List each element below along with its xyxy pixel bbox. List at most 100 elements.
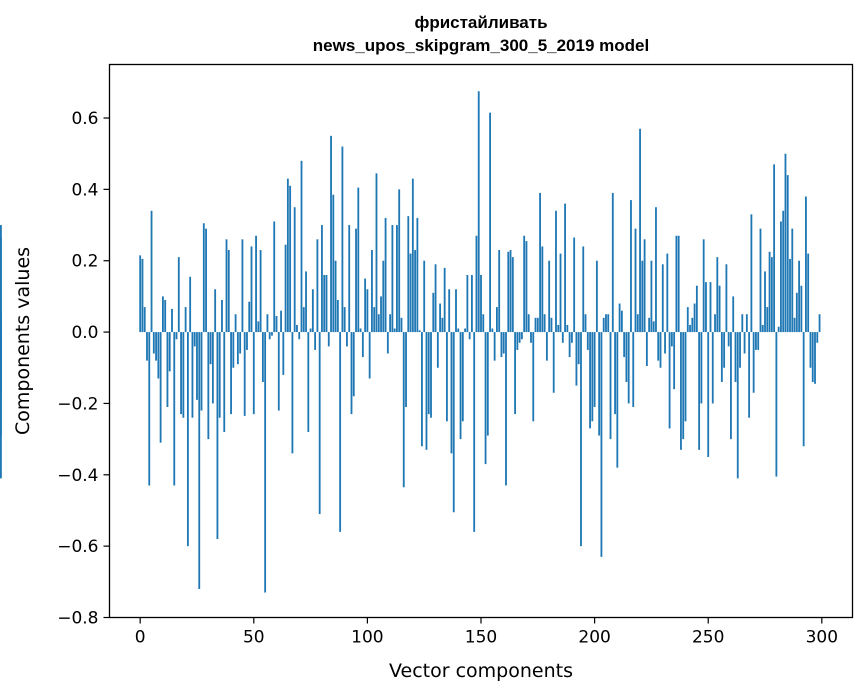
bar-component-127: [427, 332, 430, 415]
bar-component-225: [650, 260, 653, 333]
bar-component-254: [716, 257, 719, 333]
bar-component-203: [600, 332, 603, 557]
bar-component-116: [402, 332, 405, 488]
bar-component-153: [486, 332, 489, 436]
bar-component-82: [325, 275, 328, 333]
bar-component-269: [750, 214, 753, 333]
bar-component-279: [773, 164, 776, 333]
bar-component-108: [384, 217, 387, 333]
bar-component-184: [557, 324, 560, 333]
bar-component-275: [764, 271, 766, 333]
bar-component-112: [393, 328, 396, 333]
bar-component-166: [516, 332, 519, 350]
bar-component-71: [300, 160, 303, 333]
bar-component-5: [150, 210, 153, 333]
bar-component-265: [741, 314, 744, 333]
bar-component-21: [186, 332, 189, 547]
bar-component-291: [800, 285, 803, 333]
bar-component-96: [357, 187, 360, 333]
x-tick-label: 100: [351, 628, 383, 648]
x-tick-label: 150: [465, 628, 497, 648]
bar-component-84: [330, 135, 332, 333]
bar-component-151: [482, 314, 485, 333]
bar-component-219: [636, 314, 639, 333]
bar-component-295: [809, 332, 812, 368]
bar-component-270: [752, 332, 755, 393]
bar-component-136: [448, 289, 451, 333]
bar-component-130: [434, 264, 437, 333]
bar-component-264: [739, 332, 741, 368]
bar-component-214: [625, 332, 628, 383]
bar-component-89: [341, 146, 344, 333]
bar-component-283: [782, 210, 785, 333]
bar-component-41: [232, 332, 235, 368]
bar-component-141: [459, 332, 462, 440]
bar-component-205: [605, 314, 607, 333]
bar-component-66: [289, 185, 292, 333]
bar-component-146: [471, 275, 473, 333]
bar-component-undefined: [0, 332, 2, 347]
bar-component-120: [411, 178, 414, 333]
bar-component-207: [609, 332, 612, 440]
bar-component-181: [550, 317, 553, 333]
bar-component-126: [425, 332, 428, 450]
bar-component-252: [711, 332, 714, 404]
bar-component-77: [314, 332, 317, 350]
bar-component-247: [700, 332, 703, 404]
bar-component-243: [691, 317, 694, 333]
bar-component-147: [473, 332, 476, 532]
bar-component-220: [639, 128, 641, 333]
bar-component-178: [543, 314, 546, 333]
bar-component-123: [418, 330, 421, 333]
bar-component-1: [141, 258, 144, 333]
bar-component-29: [205, 228, 207, 333]
bar-component-27: [200, 332, 203, 411]
bar-component-251: [709, 282, 712, 333]
bar-component-7: [155, 332, 157, 361]
bar-component-282: [780, 221, 782, 333]
bar-component-227: [655, 207, 657, 333]
bar-component-170: [525, 241, 528, 333]
bar-component-276: [766, 307, 769, 333]
bar-component-34: [216, 332, 219, 540]
bar-component-13: [168, 332, 171, 372]
bar-component-110: [389, 314, 392, 333]
bar-component-140: [457, 328, 460, 333]
bar-component-240: [684, 332, 687, 422]
bar-component-32: [211, 332, 214, 404]
x-axis-label: Vector components: [389, 660, 573, 682]
bar-component-171: [527, 314, 530, 333]
bar-component-263: [736, 332, 739, 479]
bar-component-288: [793, 317, 796, 333]
bar-component-267: [745, 314, 748, 333]
bar-component-200: [593, 332, 596, 407]
bar-component-218: [634, 228, 637, 333]
bar-component-31: [209, 332, 212, 365]
bar-component-287: [791, 228, 794, 333]
bar-component-121: [414, 250, 417, 333]
bar-component-182: [552, 332, 555, 393]
bar-component-145: [468, 332, 471, 340]
x-axis-ticks: 0 50 100 150 200 250 300: [135, 617, 838, 648]
bar-component-213: [623, 332, 626, 358]
bar-component-119: [409, 253, 412, 333]
bar-component-215: [627, 332, 630, 404]
bar-component-97: [359, 328, 362, 333]
bar-component-138: [452, 332, 455, 513]
bar-component-162: [507, 251, 510, 333]
bar-component-292: [802, 332, 805, 447]
bar-component-88: [339, 332, 342, 532]
bar-component-233: [668, 332, 671, 429]
x-tick-label: 50: [243, 628, 265, 648]
bar-component-195: [582, 246, 585, 333]
bar-component-43: [236, 332, 239, 365]
y-tick-label: −0.8: [57, 609, 98, 629]
chart-title-line-1: фристайливать: [414, 13, 547, 32]
bar-component-93: [350, 332, 353, 415]
bar-component-102: [371, 250, 373, 333]
bar-component-104: [375, 173, 378, 333]
bar-component-222: [643, 239, 646, 333]
bar-component-172: [530, 332, 532, 343]
bar-component-148: [475, 235, 478, 333]
bar-component-208: [611, 192, 614, 333]
